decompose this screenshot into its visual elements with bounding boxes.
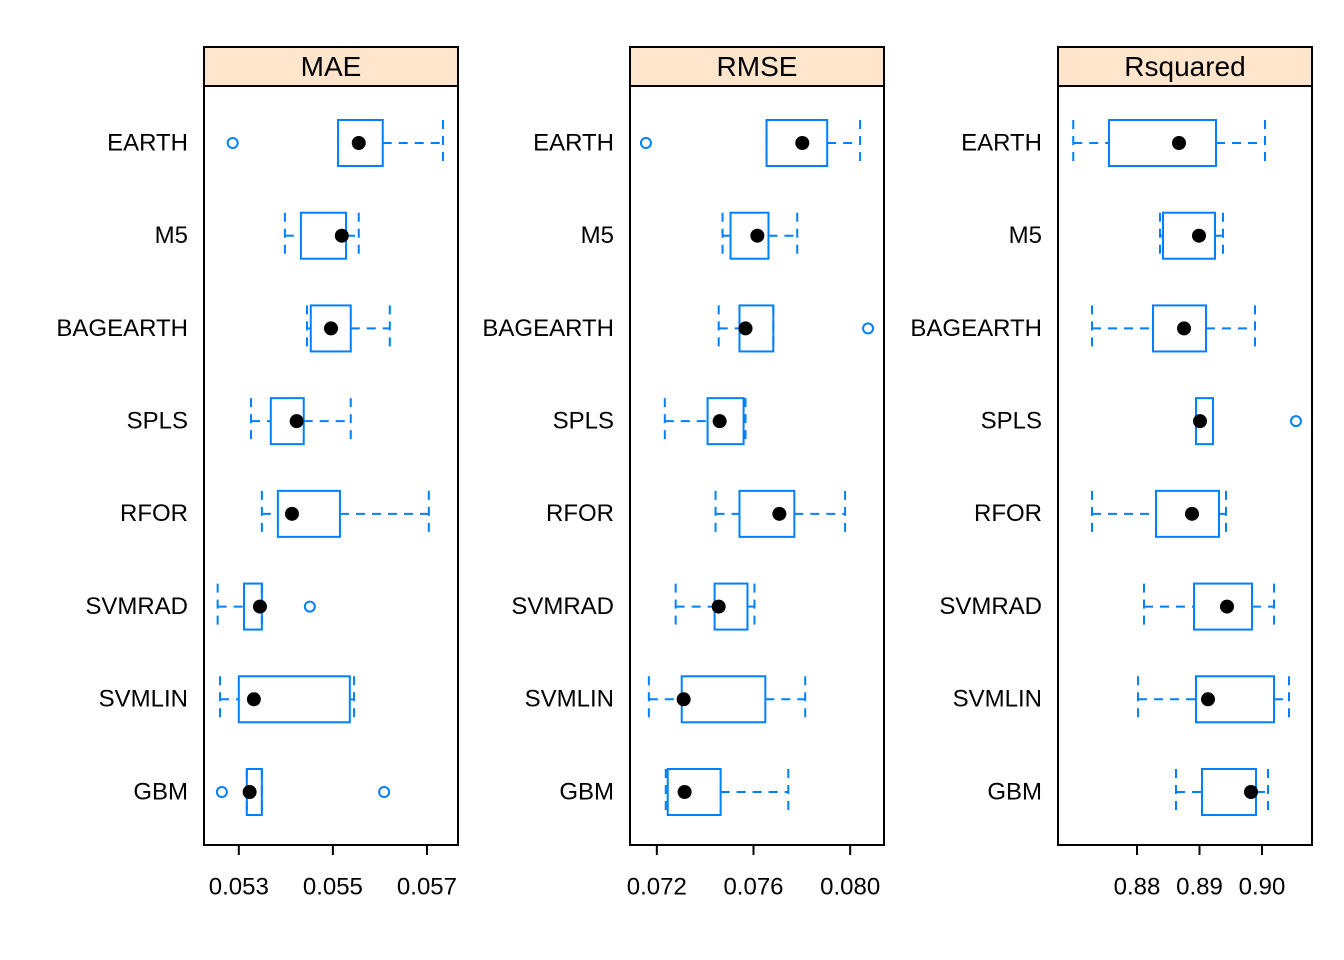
- box: [706, 397, 745, 446]
- median: [242, 785, 257, 799]
- box: [269, 397, 305, 446]
- category-label: SVMRAD: [511, 593, 614, 620]
- category-label: SVMLIN: [99, 686, 188, 713]
- outlier: [378, 786, 391, 798]
- category-label: SVMRAD: [939, 593, 1042, 620]
- box: [666, 768, 722, 816]
- category-label: RFOR: [120, 500, 188, 527]
- median: [1244, 785, 1258, 799]
- median: [1201, 692, 1215, 707]
- median: [324, 321, 338, 336]
- median: [334, 228, 349, 243]
- x-tick-label: 0.053: [209, 873, 269, 900]
- median: [252, 599, 267, 614]
- median: [677, 785, 692, 799]
- category-label: EARTH: [961, 129, 1042, 156]
- category-label: GBM: [559, 778, 614, 805]
- category-label: SPLS: [127, 407, 188, 434]
- median: [772, 506, 787, 521]
- panel-title: RMSE: [717, 51, 798, 82]
- median: [711, 599, 726, 614]
- category-label: M5: [155, 222, 188, 249]
- x-tick-label: 0.076: [723, 873, 783, 900]
- category-label: RFOR: [546, 500, 614, 527]
- outlier: [226, 137, 239, 149]
- median: [1192, 228, 1206, 243]
- x-tick-label: 0.90: [1239, 873, 1286, 900]
- box: [765, 119, 829, 167]
- box: [1162, 211, 1216, 260]
- median: [1193, 414, 1207, 429]
- category-label: SPLS: [553, 407, 614, 434]
- panel-title: MAE: [301, 51, 362, 82]
- box: [729, 211, 770, 260]
- category-label: EARTH: [107, 129, 188, 156]
- category-label: EARTH: [533, 129, 614, 156]
- outlier: [1290, 415, 1302, 428]
- outlier: [862, 322, 875, 335]
- category-label: GBM: [133, 778, 188, 805]
- box: [276, 489, 341, 538]
- median: [351, 136, 366, 150]
- box: [1195, 675, 1275, 724]
- panel-frame: [629, 85, 885, 846]
- box: [309, 304, 352, 353]
- median: [289, 414, 304, 429]
- box: [1193, 582, 1253, 631]
- box: [1108, 119, 1217, 167]
- x-tick-label: 0.055: [303, 873, 363, 900]
- panel-title: Rsquared: [1124, 51, 1245, 82]
- x-tick-label: 0.072: [627, 873, 687, 900]
- box: [337, 119, 384, 167]
- median: [1177, 321, 1191, 336]
- box: [738, 489, 796, 538]
- median: [795, 136, 810, 150]
- x-tick-label: 0.080: [820, 873, 880, 900]
- median: [712, 414, 727, 429]
- panel-frame: [203, 85, 459, 846]
- outlier: [215, 786, 228, 798]
- category-label: SVMLIN: [525, 686, 614, 713]
- median: [738, 321, 753, 336]
- category-label: M5: [581, 222, 614, 249]
- x-tick-label: 0.89: [1176, 873, 1223, 900]
- category-label: BAGEARTH: [56, 315, 188, 342]
- category-label: M5: [1009, 222, 1042, 249]
- box: [1155, 489, 1220, 538]
- box: [237, 675, 351, 724]
- median: [676, 692, 691, 707]
- median: [246, 692, 261, 707]
- box: [1152, 304, 1207, 353]
- strip: [203, 46, 459, 87]
- median: [1185, 506, 1199, 521]
- category-label: SVMRAD: [85, 593, 188, 620]
- panel-frame: [1057, 85, 1313, 846]
- strip: [629, 46, 885, 87]
- category-label: SVMLIN: [953, 686, 1042, 713]
- median: [1220, 599, 1234, 614]
- box: [680, 675, 767, 724]
- median: [750, 228, 765, 243]
- category-label: RFOR: [974, 500, 1042, 527]
- category-label: BAGEARTH: [482, 315, 614, 342]
- category-label: SPLS: [981, 407, 1042, 434]
- median: [284, 506, 299, 521]
- x-tick-label: 0.88: [1114, 873, 1161, 900]
- category-label: BAGEARTH: [910, 315, 1042, 342]
- x-tick-label: 0.057: [397, 873, 457, 900]
- outlier: [639, 137, 652, 149]
- outlier: [303, 600, 316, 613]
- median: [1172, 136, 1186, 150]
- category-label: GBM: [987, 778, 1042, 805]
